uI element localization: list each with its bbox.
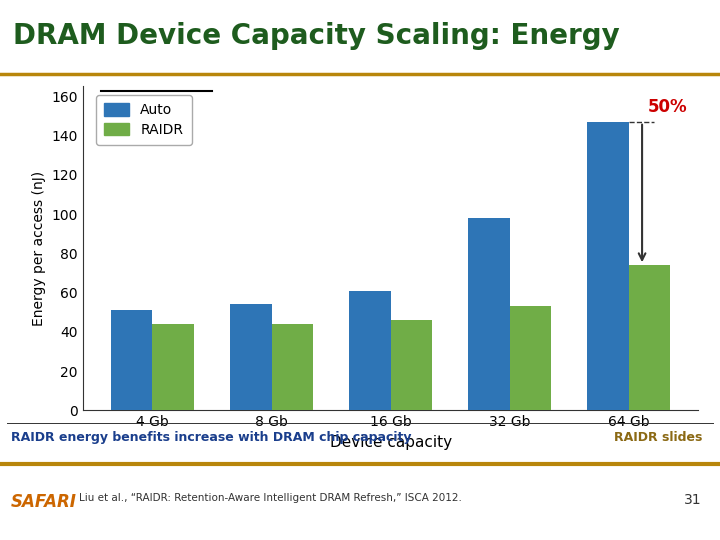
X-axis label: Device capacity: Device capacity	[330, 435, 451, 450]
Bar	[587, 122, 629, 410]
Text: SAFARI: SAFARI	[11, 494, 76, 511]
Text: 31: 31	[685, 494, 702, 508]
Bar	[111, 310, 153, 410]
Text: RAIDR slides: RAIDR slides	[613, 431, 702, 444]
Bar	[349, 291, 391, 410]
Bar	[230, 305, 271, 410]
Text: 50%: 50%	[648, 98, 688, 116]
Text: RAIDR energy benefits increase with DRAM chip capacity: RAIDR energy benefits increase with DRAM…	[11, 431, 411, 444]
Bar	[510, 306, 552, 410]
Text: Liu et al., “RAIDR: Retention-Aware Intelligent DRAM Refresh,” ISCA 2012.: Liu et al., “RAIDR: Retention-Aware Inte…	[79, 494, 462, 503]
Bar	[391, 320, 432, 410]
Legend: Auto, RAIDR: Auto, RAIDR	[96, 95, 192, 145]
Bar	[629, 265, 670, 410]
Bar	[153, 324, 194, 410]
Text: DRAM Device Capacity Scaling: Energy: DRAM Device Capacity Scaling: Energy	[13, 22, 620, 50]
Bar	[271, 324, 313, 410]
Y-axis label: Energy per access (nJ): Energy per access (nJ)	[32, 171, 46, 326]
Bar	[468, 218, 510, 410]
